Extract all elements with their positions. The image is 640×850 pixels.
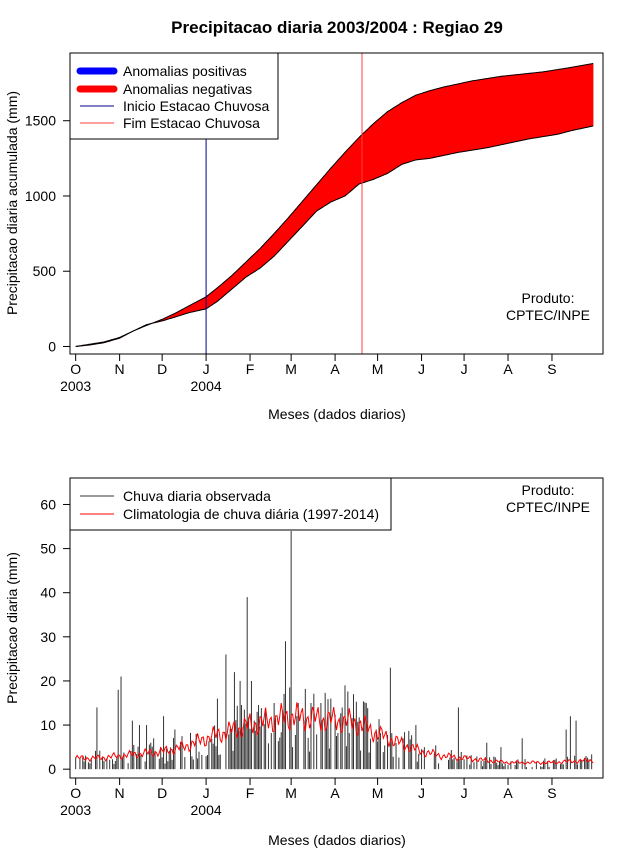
plot1-legend: Anomalias positivas Anomalias negativas … — [69, 52, 279, 140]
plot2-legend-box — [69, 477, 392, 531]
plot2-y-tick-label: 40 — [40, 585, 56, 601]
legend-rain-end-label: Fim Estacao Chuvosa — [123, 115, 260, 131]
plot1-y-tick-label: 1000 — [25, 188, 56, 204]
plot2-x-tick-label: J — [203, 785, 210, 801]
plot2-x-tick-label: M — [285, 785, 297, 801]
plot2-product-label: Produto: — [522, 482, 575, 498]
plot2-year-label: 2004 — [191, 802, 222, 818]
plot2-x-tick-label: J — [461, 785, 468, 801]
plot1-x-tick-label: M — [372, 361, 384, 377]
plot1-x-tick-label: O — [70, 361, 81, 377]
plot2-legend: Chuva diaria observada Climatologia de c… — [69, 477, 392, 531]
plot1-year-label: 2003 — [60, 378, 91, 394]
plot1-y-tick-label: 1500 — [25, 113, 56, 129]
plot1-year-label: 2004 — [191, 378, 222, 394]
plot1-y-axis-label: Precipitacao diaria acumulada (mm) — [4, 91, 20, 315]
plot2-y-tick-label: 60 — [40, 496, 56, 512]
plot2-x-tick-label: M — [372, 785, 384, 801]
plot2-x-tick-label: O — [70, 785, 81, 801]
observed-cumulative-line — [75, 125, 594, 347]
plot1-x-tick-label: A — [503, 361, 513, 377]
legend-positive-label: Anomalias positivas — [123, 63, 247, 79]
plot2-x-tick-label: A — [503, 785, 513, 801]
legend-negative-label: Anomalias negativas — [123, 81, 252, 97]
legend-climatology-label: Climatologia de chuva diária (1997-2014) — [123, 506, 379, 522]
climatology-cumulative-line — [75, 63, 594, 347]
negative-anomaly-segment — [591, 63, 594, 127]
plot2-y-tick-label: 50 — [40, 541, 56, 557]
plot1-x-tick-label: J — [461, 361, 468, 377]
plot2-y-axis-label: Precipitacao diaria (mm) — [4, 552, 20, 704]
plot1-frame — [69, 52, 604, 355]
plot2-y-tick-label: 10 — [40, 717, 56, 733]
legend-rain-start-label: Inicio Estacao Chuvosa — [123, 98, 270, 114]
plot1-product-source: CPTEC/INPE — [506, 307, 590, 323]
daily-precipitation-plot: O N D J F M A M J J A S 2003 2004 0 10 20 30 40 50 60 Meses … — [4, 477, 604, 848]
plot1-x-axis-label: Meses (dados diarios) — [268, 406, 406, 422]
plot1-x-tick-label: A — [330, 361, 340, 377]
plot2-y-tick-label: 30 — [40, 629, 56, 645]
plot1-x-tick-label: F — [246, 361, 255, 377]
plot2-x-tick-label: N — [115, 785, 125, 801]
plot2-axes: O N D J F M A M J J A S 2003 2004 0 10 20 30 40 50 60 — [40, 496, 556, 818]
plot1-axes: O N D J F M A M J J A S 2003 2004 0 500 1000 1500 — [25, 113, 557, 394]
climatology-daily-line — [75, 702, 594, 766]
plot2-x-tick-label: J — [418, 785, 425, 801]
plot2-data-layer — [75, 530, 594, 770]
plot2-x-tick-label: A — [330, 785, 340, 801]
plot1-x-tick-label: J — [203, 361, 210, 377]
plot1-legend-box — [69, 52, 279, 140]
chart-title: Precipitacao diaria 2003/2004 : Regiao 2… — [171, 18, 503, 37]
plot1-x-tick-label: M — [285, 361, 297, 377]
plot2-y-tick-label: 0 — [48, 761, 56, 777]
plot2-year-label: 2003 — [60, 802, 91, 818]
plot2-x-tick-label: S — [547, 785, 556, 801]
plot1-data-layer — [75, 53, 594, 354]
plot1-y-tick-label: 500 — [33, 263, 57, 279]
legend-observed-label: Chuva diaria observada — [123, 488, 271, 504]
plot2-x-tick-label: F — [246, 785, 255, 801]
plot1-y-tick-label: 0 — [48, 338, 56, 354]
plot1-product-label: Produto: — [522, 290, 575, 306]
plot2-y-tick-label: 20 — [40, 673, 56, 689]
plot2-x-axis-label: Meses (dados diarios) — [268, 832, 406, 848]
plot1-x-tick-label: N — [115, 361, 125, 377]
plot2-product-source: CPTEC/INPE — [506, 499, 590, 515]
plot1-x-tick-label: J — [418, 361, 425, 377]
plot1-x-tick-label: D — [157, 361, 167, 377]
cumulative-precipitation-plot: O N D J F M A M J J A S 2003 2004 0 500 1000 1500 Meses (… — [4, 52, 604, 422]
plot1-x-tick-label: S — [547, 361, 556, 377]
plot2-x-tick-label: D — [157, 785, 167, 801]
